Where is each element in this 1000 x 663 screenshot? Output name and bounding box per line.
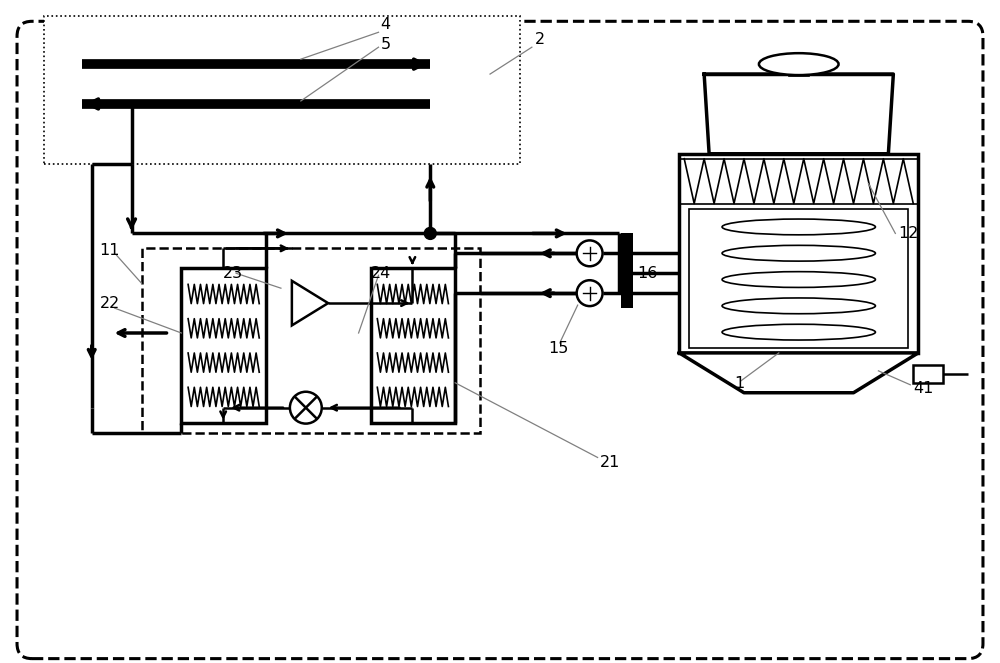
Ellipse shape [722, 272, 875, 288]
Polygon shape [679, 353, 918, 392]
Text: 21: 21 [600, 455, 620, 471]
Text: 23: 23 [223, 267, 243, 281]
Ellipse shape [759, 53, 839, 75]
Ellipse shape [722, 245, 875, 261]
Bar [621, 233, 633, 308]
Bar [789, 56, 809, 76]
Bar [679, 154, 918, 353]
Circle shape [577, 280, 603, 306]
Text: 15: 15 [548, 341, 568, 356]
Text: 41: 41 [913, 381, 934, 396]
Text: 22: 22 [100, 296, 120, 311]
Polygon shape [704, 74, 893, 154]
Bar [913, 365, 943, 383]
Circle shape [577, 241, 603, 267]
Text: 4: 4 [381, 17, 391, 32]
Ellipse shape [722, 219, 875, 235]
Bar [142, 249, 480, 432]
Text: 12: 12 [898, 226, 919, 241]
Ellipse shape [722, 298, 875, 314]
Text: 24: 24 [371, 267, 391, 281]
Circle shape [290, 392, 322, 424]
Bar [181, 269, 266, 422]
Text: 11: 11 [100, 243, 120, 259]
Text: 5: 5 [381, 37, 391, 52]
Ellipse shape [722, 324, 875, 340]
Text: 16: 16 [637, 267, 658, 281]
Polygon shape [292, 281, 328, 326]
Bar [689, 209, 908, 348]
Bar [371, 269, 455, 422]
Text: 2: 2 [535, 32, 545, 47]
Bar [44, 17, 520, 164]
Text: 1: 1 [734, 376, 744, 391]
Circle shape [424, 227, 436, 239]
FancyBboxPatch shape [17, 21, 983, 658]
